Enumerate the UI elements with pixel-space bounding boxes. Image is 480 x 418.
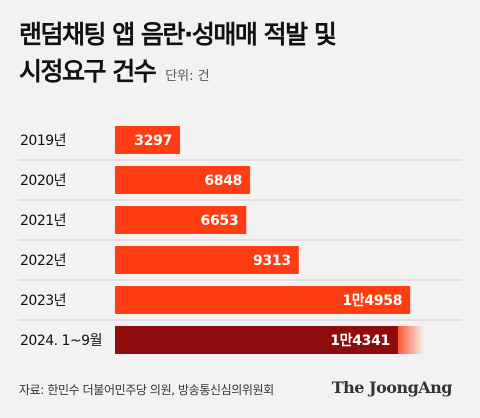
unit-label: 단위: 건: [165, 69, 210, 84]
value-label: 6653: [201, 213, 239, 229]
title-line-1: 랜덤채팅 앱 음란·성매매 적발 및: [19, 20, 337, 49]
category-label: 2022년: [20, 253, 66, 269]
source-note: 자료: 한민수 더불어민주당 의원, 방송통신심의위원회: [19, 383, 274, 397]
value-label: 1만4958: [342, 293, 402, 309]
title-line-2: 시정요구 건수 단위: 건: [19, 53, 335, 95]
category-label: 2024. 1~9월: [20, 333, 102, 349]
publisher-logo: The JoongAng: [331, 378, 453, 397]
bar: [115, 246, 299, 274]
category-label: 2023년: [20, 293, 66, 309]
category-label: 2021년: [20, 213, 66, 229]
category-label: 2019년: [20, 133, 66, 149]
bar: [115, 166, 251, 194]
chart-title: 랜덤채팅 앱 음란·성매매 적발 및 시정요구 건수 단위: 건: [19, 16, 337, 95]
value-label: 1만4341: [330, 333, 390, 349]
bar-fade: [397, 326, 424, 354]
bar: [115, 126, 181, 154]
bar: [115, 206, 247, 234]
bar: [115, 286, 411, 314]
category-label: 2020년: [20, 173, 66, 189]
value-label: 9313: [253, 253, 291, 269]
value-label: 6848: [204, 173, 242, 189]
bar: [115, 326, 398, 354]
title-line-2-text: 시정요구 건수: [19, 57, 157, 86]
value-label: 3297: [134, 133, 172, 149]
chart-rows: 2019년 3297 2020년 6848 2021년 6653 2022년 9313 2023…: [18, 126, 462, 354]
